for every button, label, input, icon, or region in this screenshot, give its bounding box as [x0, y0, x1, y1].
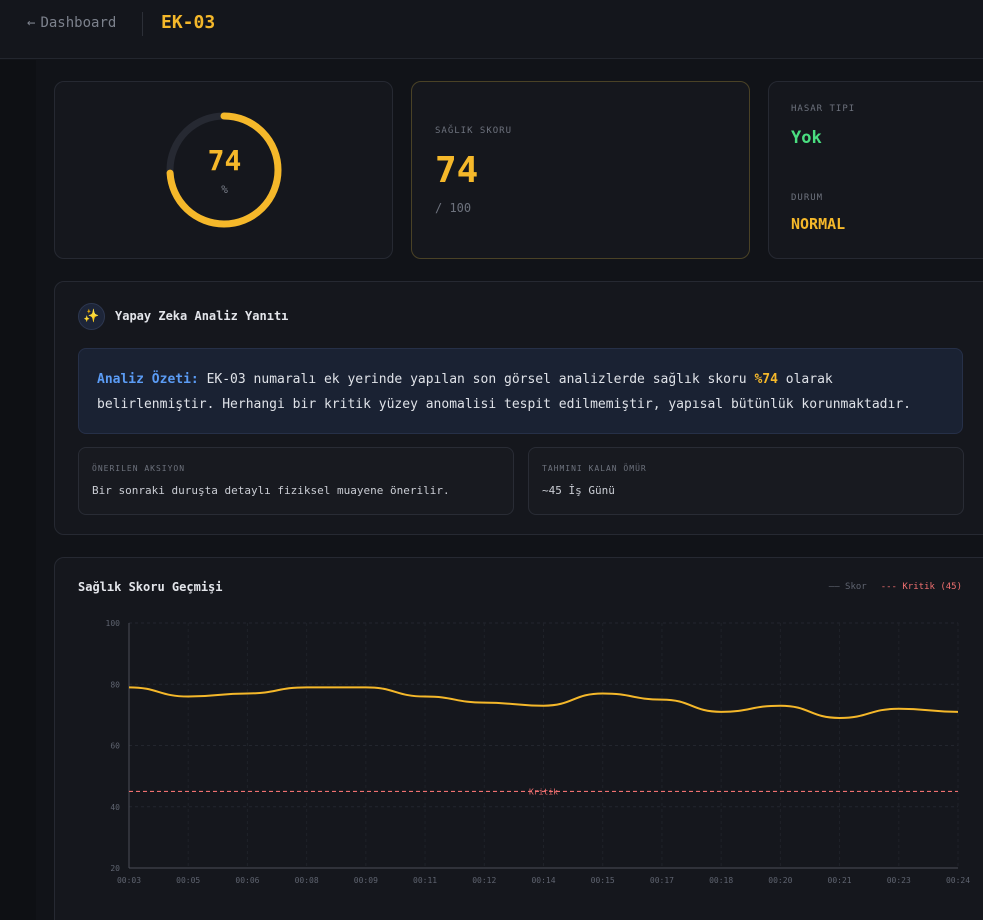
x-tick-label: 00:08: [295, 876, 319, 885]
x-tick-label: 00:06: [235, 876, 259, 885]
recommended-action-value: Bir sonraki duruşta detaylı fiziksel mua…: [92, 484, 450, 497]
gauge-unit: %: [221, 183, 228, 196]
x-tick-label: 00:15: [591, 876, 615, 885]
page-title: EK-03: [161, 12, 216, 33]
gauge-value: 74: [207, 144, 242, 177]
legend-critical: --- Kritik (45): [880, 582, 962, 592]
gauge-progress-arc: [166, 112, 282, 228]
back-arrow-icon: ←: [27, 15, 36, 31]
chart-title: Sağlık Skoru Geçmişi: [78, 580, 223, 594]
x-tick-label: 00:20: [768, 876, 792, 885]
x-tick-label: 00:09: [354, 876, 378, 885]
x-tick-label: 00:05: [176, 876, 200, 885]
left-rail: [0, 60, 36, 920]
remaining-life-value: ~45 İş Günü: [542, 484, 615, 497]
top-bar: ← Dashboard EK-03: [0, 0, 983, 59]
back-link-label: Dashboard: [40, 15, 117, 31]
y-tick-label: 20: [110, 864, 120, 873]
y-tick-label: 80: [110, 680, 120, 689]
x-tick-label: 00:14: [531, 876, 555, 885]
x-tick-label: 00:11: [413, 876, 437, 885]
ai-analysis-title: Yapay Zeka Analiz Yanıtı: [115, 309, 289, 323]
recommended-action-box: ÖNERILEN AKSIYON Bir sonraki duruşta det…: [78, 447, 514, 515]
summary-highlight: %74: [754, 372, 778, 387]
recommended-action-label: ÖNERILEN AKSIYON: [92, 464, 186, 473]
score-label: SAĞLIK SKORU: [435, 126, 513, 136]
analysis-summary: Analiz Özeti: EK-03 numaralı ek yerinde …: [78, 348, 963, 434]
score-max: / 100: [435, 201, 472, 215]
legend-score: —— Skor: [828, 582, 867, 592]
x-tick-label: 00:18: [709, 876, 733, 885]
x-tick-label: 00:17: [650, 876, 674, 885]
status-value: NORMAL: [791, 215, 846, 233]
health-score-card: SAĞLIK SKORU 74 / 100: [411, 81, 750, 259]
health-gauge: [166, 112, 282, 228]
health-history-card: Sağlık Skoru Geçmişi —— Skor --- Kritik …: [54, 557, 983, 920]
summary-prefix: Analiz Özeti:: [97, 372, 199, 387]
sparkles-icon: ✨: [78, 303, 105, 330]
score-value: 74: [435, 150, 479, 191]
x-tick-label: 00:12: [472, 876, 496, 885]
status-label: DURUM: [791, 193, 824, 203]
score-series-line: [128, 686, 959, 719]
damage-status-card: HASAR TIPI Yok DURUM NORMAL: [768, 81, 983, 259]
back-to-dashboard-link[interactable]: ← Dashboard: [27, 15, 116, 31]
health-gauge-card: 74 %: [54, 81, 393, 259]
ai-analysis-card: ✨ Yapay Zeka Analiz Yanıtı Analiz Özeti:…: [54, 281, 983, 535]
x-tick-label: 00:24: [946, 876, 970, 885]
x-tick-label: 00:21: [828, 876, 852, 885]
critical-threshold-label: Kritik: [529, 787, 558, 796]
x-tick-label: 00:23: [887, 876, 911, 885]
remaining-life-box: TAHMINI KALAN ÖMÜR ~45 İş Günü: [528, 447, 964, 515]
damage-type-label: HASAR TIPI: [791, 104, 856, 114]
y-tick-label: 60: [110, 742, 120, 751]
divider: [142, 12, 143, 36]
y-tick-label: 100: [106, 619, 121, 628]
summary-text-part1: EK-03 numaralı ek yerinde yapılan son gö…: [198, 372, 755, 387]
x-tick-label: 00:03: [117, 876, 141, 885]
damage-type-value: Yok: [791, 128, 822, 148]
health-history-chart: 20 40 60 80 100 00:03 00:05 00:06 00:08 00:09 00:1…: [106, 619, 971, 885]
remaining-life-label: TAHMINI KALAN ÖMÜR: [542, 464, 647, 473]
y-tick-label: 40: [110, 803, 120, 812]
summary-text-part2: olarak belirlenmiştir. Herhangi bir krit…: [97, 372, 911, 412]
chart-legend: —— Skor --- Kritik (45): [829, 582, 962, 592]
